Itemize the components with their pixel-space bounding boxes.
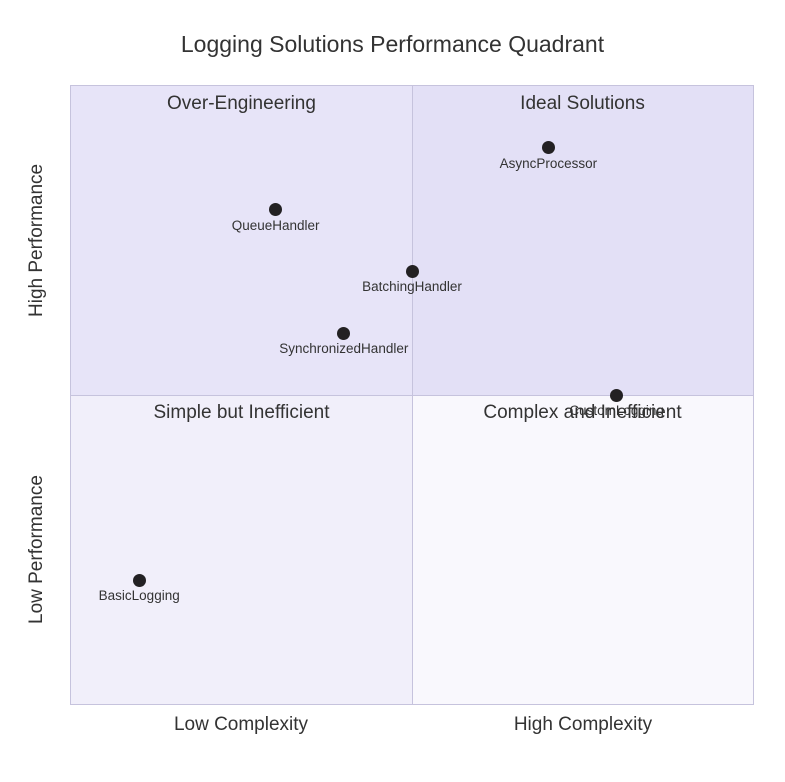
chart-title: Logging Solutions Performance Quadrant bbox=[180, 31, 605, 57]
y-axis-label-low-performance: Low Performance bbox=[26, 475, 47, 625]
quadrant-title-complex-and-inefficient: Complex and Inefficient bbox=[483, 402, 682, 423]
points-layer: AsyncProcessor QueueHandler BatchingHandle… bbox=[71, 86, 753, 704]
plot-area: Over-Engineering Ideal Solutions Simple … bbox=[70, 85, 754, 705]
point-dot bbox=[541, 141, 555, 155]
quadrant-title-simple-but-inefficient: Simple but Inefficient bbox=[153, 402, 330, 423]
y-axis-label-high-performance: High Performance bbox=[26, 163, 47, 317]
quadrant-top-left: Over-Engineering bbox=[71, 86, 412, 395]
point-label: SynchronizedHandler bbox=[279, 341, 409, 357]
point-dot bbox=[610, 388, 624, 402]
x-axis-label-low-complexity: Low Complexity bbox=[173, 714, 309, 735]
quadrant-bottom-left: Simple but Inefficient bbox=[71, 395, 412, 704]
point-dot bbox=[405, 264, 419, 278]
quadrant-horizontal-divider bbox=[71, 395, 753, 396]
quadrant-bottom-right: Complex and Inefficient bbox=[412, 395, 753, 704]
quadrant-top-right: Ideal Solutions bbox=[412, 86, 753, 395]
x-axis-label-high-complexity: High Complexity bbox=[513, 714, 653, 735]
quadrant-title-over-engineering: Over-Engineering bbox=[167, 93, 316, 114]
point-label: BasicLogging bbox=[98, 588, 180, 604]
x-axis-labels: Low Complexity High Complexity bbox=[70, 714, 754, 736]
point-dot bbox=[132, 573, 146, 587]
point-label: CustomLogging bbox=[569, 403, 664, 418]
point-label: AsyncProcessor bbox=[499, 155, 598, 171]
point-dot bbox=[269, 203, 283, 217]
point-dot bbox=[337, 326, 351, 340]
point-label: BatchingHandler bbox=[362, 279, 462, 295]
point-label: QueueHandler bbox=[231, 217, 320, 233]
quadrant-title-ideal-solutions: Ideal Solutions bbox=[520, 93, 645, 114]
